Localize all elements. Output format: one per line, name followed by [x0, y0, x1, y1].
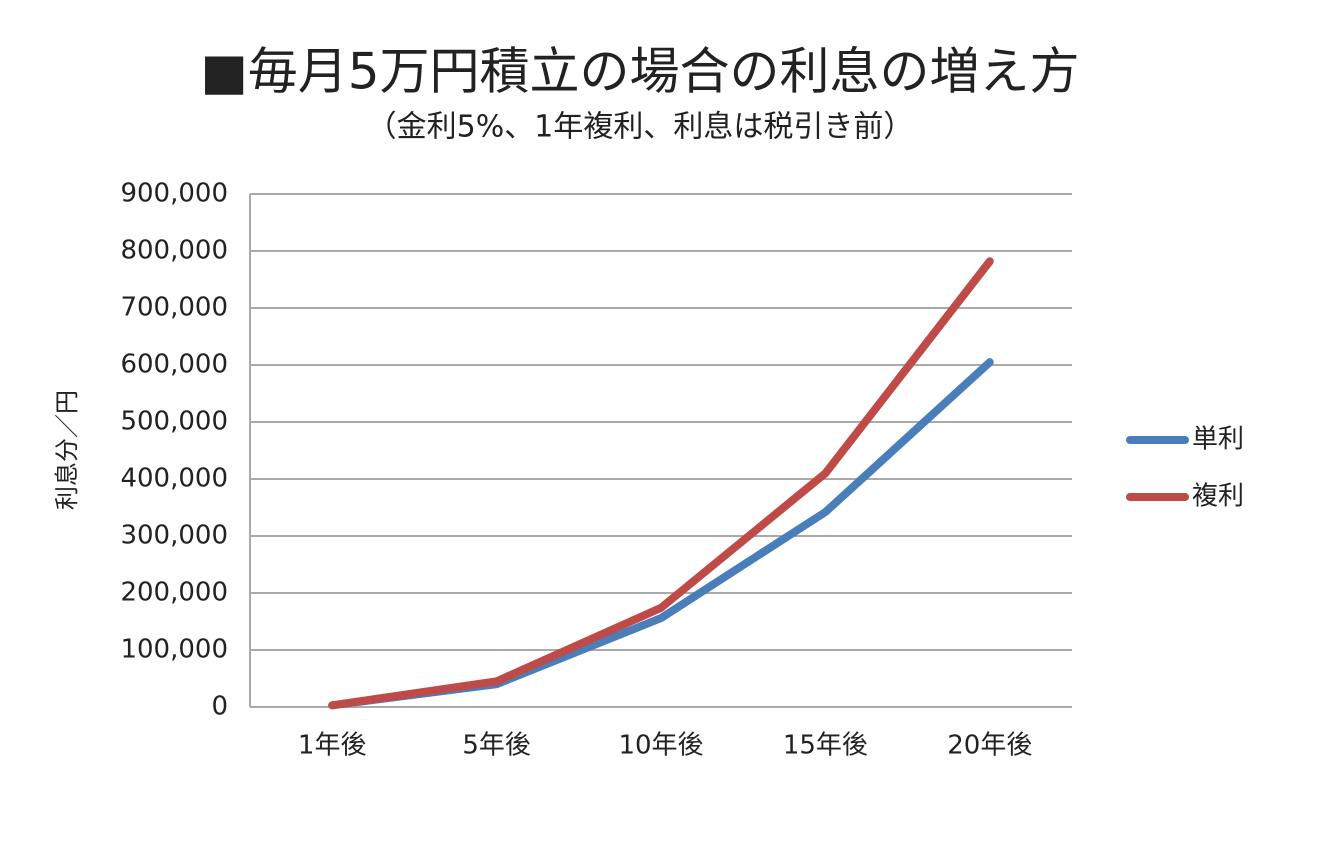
y-tick-label: 300,000 — [120, 521, 228, 551]
y-tick-label: 500,000 — [120, 407, 228, 437]
series-line — [328, 257, 994, 710]
y-tick-label: 700,000 — [120, 293, 228, 323]
series-line — [328, 358, 994, 710]
y-tick-label: 900,000 — [120, 179, 228, 209]
y-tick-label: 400,000 — [120, 464, 228, 494]
legend-label: 複利 — [1192, 482, 1244, 512]
x-tick-label: 15年後 — [783, 731, 868, 761]
y-tick-label: 200,000 — [120, 578, 228, 608]
x-tick-label: 5年後 — [462, 731, 531, 761]
y-tick-label: 600,000 — [120, 350, 228, 380]
y-tick-label: 0 — [211, 692, 228, 722]
legend-label: 単利 — [1192, 425, 1244, 455]
x-tick-label: 10年後 — [618, 731, 703, 761]
y-tick-label: 800,000 — [120, 236, 228, 266]
chart-subtitle: （金利5%、1年複利、利息は税引き前） — [367, 110, 914, 145]
x-tick-label: 20年後 — [947, 731, 1032, 761]
x-tick-label: 1年後 — [298, 731, 367, 761]
y-axis-label: 利息分／円 — [53, 390, 81, 510]
y-tick-label: 100,000 — [120, 635, 228, 665]
chart-title: ■毎月5万円積立の場合の利息の増え方 — [200, 43, 1079, 101]
